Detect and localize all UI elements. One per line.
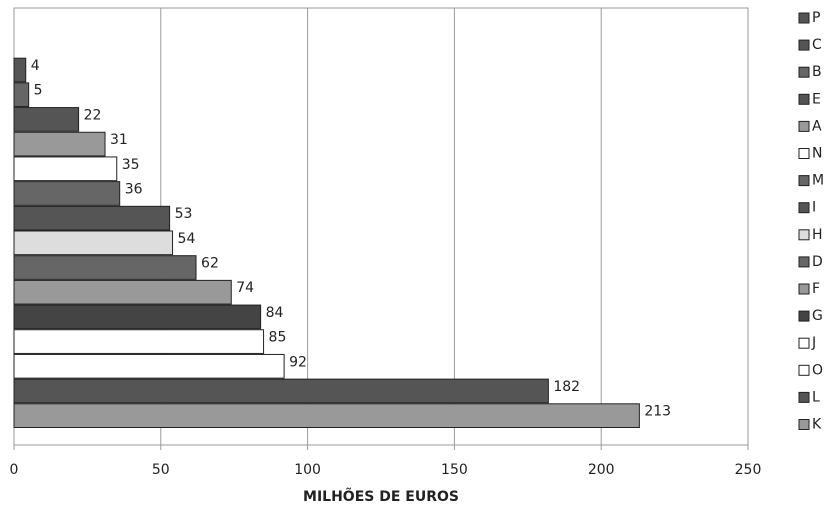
x-tick-label: 0 (10, 462, 19, 478)
bar (13, 131, 106, 157)
bar (13, 353, 285, 379)
legend-swatch (798, 202, 810, 214)
legend-label: B (812, 64, 822, 80)
legend-label: E (812, 91, 821, 107)
legend-label: G (812, 308, 823, 324)
bar (13, 304, 262, 330)
legend-swatch (798, 229, 810, 241)
x-tick-label: 200 (588, 462, 615, 478)
bar (13, 82, 30, 108)
value-label: 5 (34, 83, 43, 99)
value-label: 31 (110, 132, 128, 148)
value-label: 22 (84, 107, 102, 123)
legend-swatch (798, 419, 810, 430)
legend-label: F (812, 281, 820, 297)
legend-swatch (798, 175, 810, 187)
legend-swatch (798, 337, 810, 349)
legend-label: M (812, 173, 824, 189)
bar (13, 57, 27, 83)
legend-swatch (798, 391, 810, 403)
value-label: 84 (266, 305, 284, 321)
legend-swatch (798, 148, 810, 159)
legend-label: L (812, 389, 820, 405)
x-tick-label: 100 (294, 462, 321, 478)
legend-label: O (812, 362, 823, 378)
legend-swatch (798, 120, 810, 132)
bar (13, 255, 197, 280)
value-label: 92 (289, 354, 307, 370)
bar (13, 403, 640, 428)
legend-label: A (812, 118, 822, 134)
x-tick-label: 50 (152, 462, 170, 478)
value-label: 213 (644, 404, 671, 420)
legend-swatch (798, 12, 810, 24)
bar (13, 107, 80, 132)
legend-label: N (812, 146, 822, 162)
bar (13, 378, 549, 404)
legend-swatch (798, 39, 810, 51)
legend-label: I (812, 200, 816, 216)
legend-label: J (811, 335, 816, 351)
x-axis-label: MILHÕES DE EUROS (303, 487, 459, 505)
legend-swatch (798, 66, 810, 78)
value-label: 35 (122, 157, 140, 173)
bar (13, 230, 174, 256)
legend-label: C (812, 37, 822, 53)
value-label: 36 (125, 181, 143, 197)
value-label: 62 (201, 256, 219, 272)
value-label: 182 (553, 379, 580, 395)
value-label: 53 (175, 206, 193, 222)
legend-label: K (812, 417, 822, 433)
legend-swatch (798, 310, 810, 322)
bar (13, 329, 265, 354)
x-tick-label: 150 (441, 462, 468, 478)
value-label: 4 (31, 58, 40, 74)
bar (13, 181, 121, 206)
legend-label: P (812, 10, 820, 26)
legend-swatch (798, 256, 810, 268)
legend-label: H (812, 227, 823, 243)
bar (13, 279, 232, 305)
bar (13, 156, 118, 182)
legend-swatch (798, 283, 810, 295)
bar (13, 205, 171, 231)
legend-swatch (798, 93, 810, 105)
x-tick-label: 250 (735, 462, 762, 478)
value-label: 74 (236, 280, 254, 296)
value-label: 85 (269, 330, 287, 346)
legend-label: D (812, 254, 823, 270)
value-label: 54 (178, 231, 196, 247)
legend-swatch (798, 364, 810, 376)
